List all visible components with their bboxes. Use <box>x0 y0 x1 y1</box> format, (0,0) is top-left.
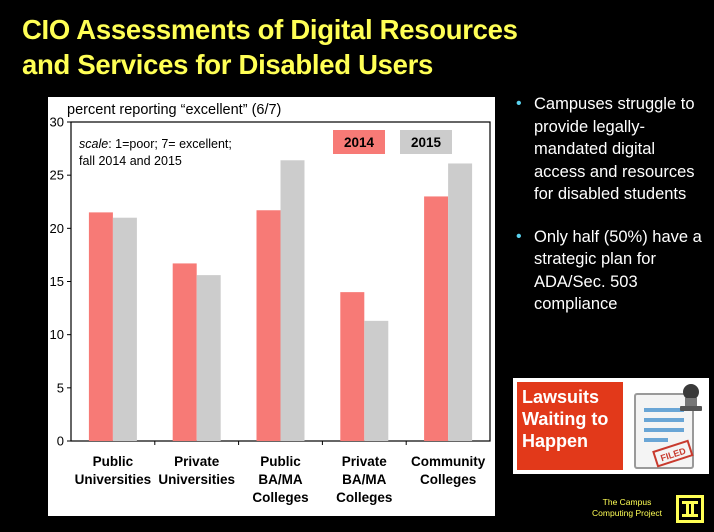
bullet-text: Only half (50%) have a strategic plan fo… <box>534 227 702 314</box>
chart-note-line-1: scale: 1=poor; 7= excellent; <box>79 137 232 151</box>
y-tick-label: 0 <box>57 434 64 449</box>
x-category-label: BA/MA <box>342 472 386 487</box>
chart-note-line-2: fall 2014 and 2015 <box>79 154 182 168</box>
x-category-label: Colleges <box>336 490 392 505</box>
footer-line-1: The Campus <box>602 497 652 507</box>
x-category-label: Colleges <box>252 490 308 505</box>
footer-line-2: Computing Project <box>592 508 662 518</box>
callout-line-1: Lawsuits <box>522 387 600 407</box>
y-tick-label: 5 <box>57 380 64 395</box>
slide-title-line-1: CIO Assessments of Digital Resources <box>22 14 518 45</box>
y-tick-label: 30 <box>50 115 64 130</box>
filed-document-stamp-icon: FILED <box>634 384 702 469</box>
bar-2014 <box>340 292 365 441</box>
x-category-label: Public <box>93 454 134 469</box>
slide-title: CIO Assessments of Digital Resources and… <box>22 12 542 82</box>
legend-swatch-2015 <box>400 130 452 154</box>
y-tick-label: 10 <box>50 327 64 342</box>
x-category-label: Community <box>411 454 486 469</box>
callout-line-2: Waiting to <box>522 409 609 429</box>
bar-2014 <box>172 263 197 441</box>
callout-text-box: Lawsuits Waiting to Happen <box>517 382 623 470</box>
bullet-dot-icon: • <box>516 95 522 112</box>
x-category-label: Private <box>174 454 220 469</box>
footer-credit: The Campus Computing Project <box>584 497 670 519</box>
x-category-label: Universities <box>75 472 152 487</box>
chart-panel: percent reporting “excellent” (6/7) scale… <box>48 97 495 516</box>
bar-2014 <box>88 212 113 441</box>
lawsuits-callout: Lawsuits Waiting to Happen FILED <box>513 378 709 474</box>
bullet-item: • Campuses struggle to provide legally-m… <box>514 93 709 206</box>
bar-2015 <box>280 160 305 441</box>
legend-label-2014: 2014 <box>344 135 375 150</box>
callout-line-3: Happen <box>522 431 589 451</box>
bullet-item: • Only half (50%) have a strategic plan … <box>514 226 709 316</box>
x-category-label: BA/MA <box>258 472 302 487</box>
bar-2015 <box>196 275 221 441</box>
bar-2015 <box>364 320 389 441</box>
x-category-label: Public <box>260 454 301 469</box>
y-tick-label: 20 <box>50 221 64 236</box>
bar-2015 <box>112 217 137 441</box>
chart-subtitle: percent reporting “excellent” (6/7) <box>67 102 281 118</box>
chart-note-scale-word: scale <box>79 137 108 151</box>
bar-2014 <box>256 210 281 441</box>
bar-chart: percent reporting “excellent” (6/7) scale… <box>50 102 491 505</box>
chart-note-scale-text: : 1=poor; 7= excellent; <box>108 137 232 151</box>
legend-swatch-2014 <box>333 130 385 154</box>
bullet-dot-icon: • <box>516 227 522 245</box>
bullet-text: Campuses struggle to provide legally-man… <box>534 95 695 203</box>
campus-computing-logo-icon <box>676 495 704 523</box>
x-category-label: Universities <box>158 472 235 487</box>
bullet-list: • Campuses struggle to provide legally-m… <box>514 93 709 336</box>
legend-label-2015: 2015 <box>411 135 442 150</box>
y-tick-label: 15 <box>50 274 64 289</box>
x-category-label: Private <box>342 454 388 469</box>
bar-2015 <box>448 163 473 441</box>
y-tick-label: 25 <box>50 168 64 183</box>
slide-title-line-2: and Services for Disabled Users <box>22 49 434 80</box>
bar-2014 <box>424 196 449 441</box>
x-category-label: Colleges <box>420 472 476 487</box>
